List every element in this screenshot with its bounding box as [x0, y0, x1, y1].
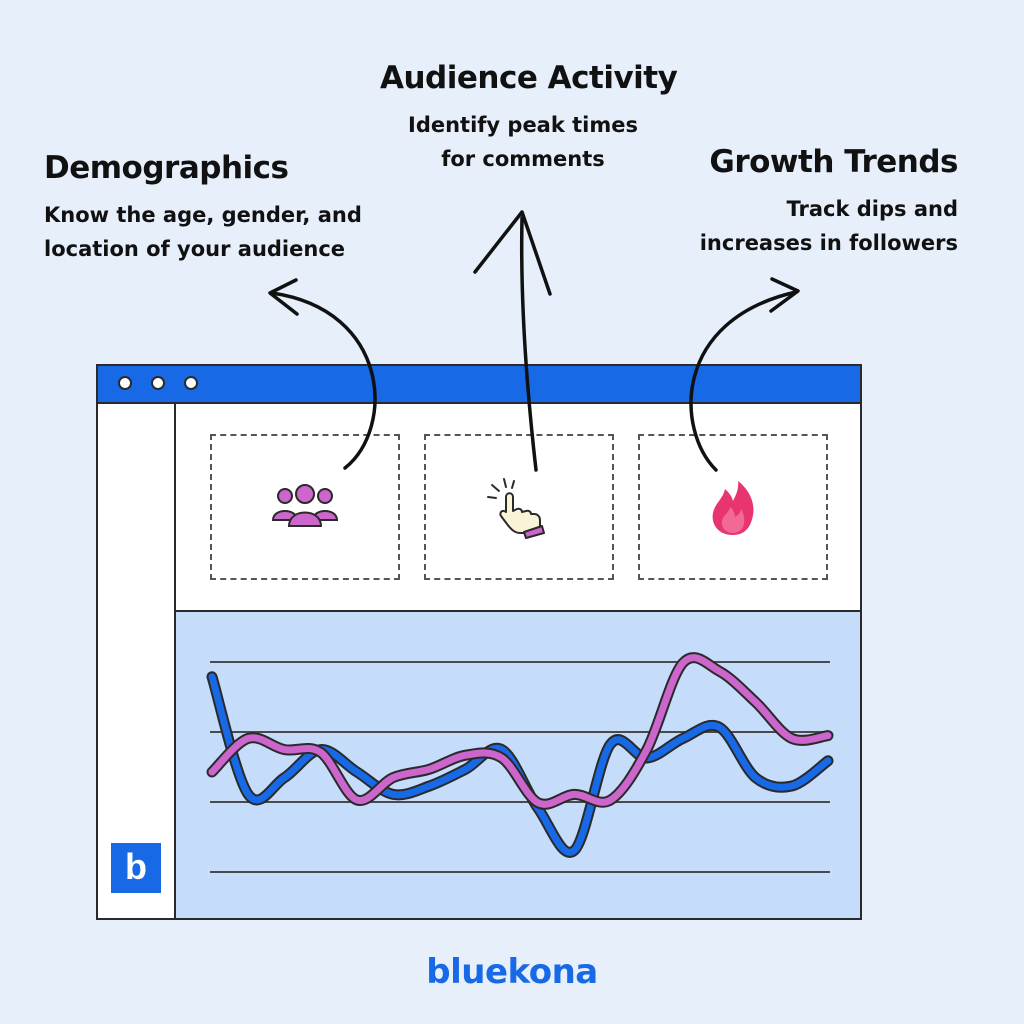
demographics-arrowhead	[268, 278, 299, 316]
growth-title: Growth Trends	[709, 144, 958, 180]
window-control-dot	[118, 376, 132, 390]
panel-divider	[176, 610, 860, 612]
browser-window: b	[96, 364, 862, 920]
window-titlebar	[98, 366, 860, 404]
window-control-dot	[184, 376, 198, 390]
demographics-title: Demographics	[44, 150, 289, 186]
activity-line-1: Identify peak times	[408, 113, 638, 137]
demographics-line-2: location of your audience	[44, 237, 346, 261]
activity-description: Identify peak times for comments	[380, 108, 666, 176]
chart-panel	[176, 612, 860, 918]
growth-card	[638, 434, 828, 580]
window-control-dot	[151, 376, 165, 390]
activity-title: Audience Activity	[380, 60, 678, 96]
growth-arrowhead	[769, 277, 800, 313]
brand-wordmark: bluekona	[426, 952, 598, 992]
growth-line-1: Track dips and	[786, 197, 959, 221]
sidebar: b	[98, 404, 176, 918]
demographics-line-1: Know the age, gender, and	[44, 203, 362, 227]
demographics-description: Know the age, gender, and location of yo…	[44, 198, 362, 266]
demographics-card	[210, 434, 400, 580]
growth-description: Track dips and increases in followers	[700, 192, 958, 260]
series-line-outline-0	[206, 671, 834, 858]
activity-arrowhead	[473, 210, 552, 296]
flame-icon	[712, 481, 754, 535]
line-chart	[206, 652, 834, 873]
sidebar-logo: b	[111, 843, 161, 893]
activity-card	[424, 434, 614, 580]
growth-line-2: increases in followers	[699, 231, 958, 255]
series-line-1	[208, 654, 832, 808]
people-group-icon	[271, 484, 339, 527]
pointing-hand-click-icon	[487, 478, 545, 539]
activity-line-2: for comments	[441, 147, 605, 171]
